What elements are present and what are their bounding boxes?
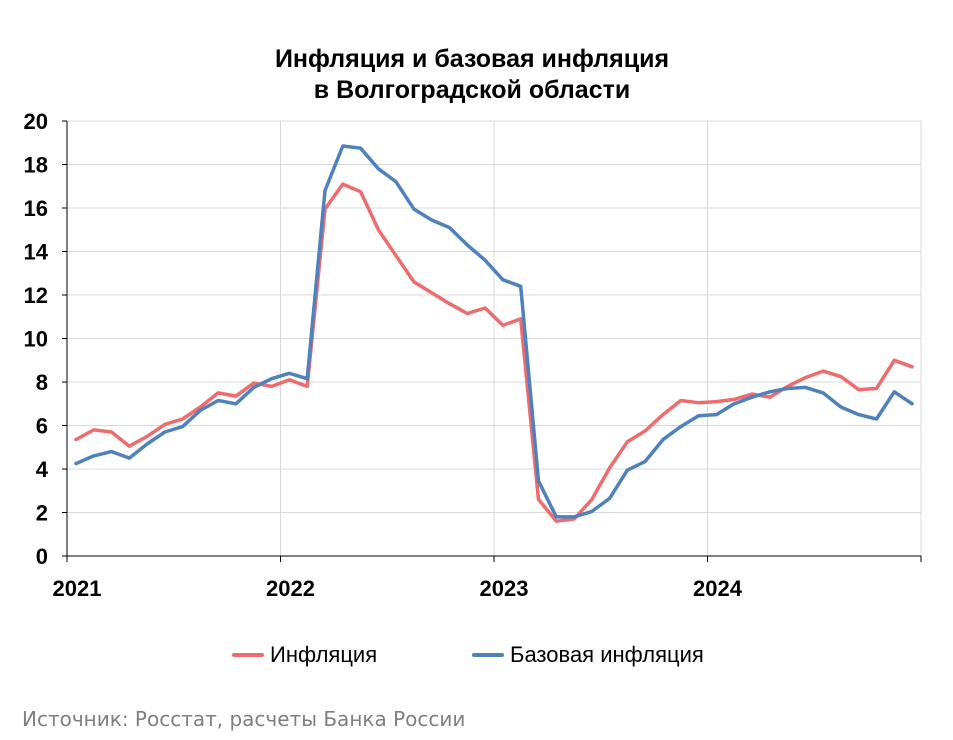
- legend-swatch-inflation: [232, 653, 264, 657]
- x-tick-label: 2021: [53, 576, 102, 601]
- y-tick-label: 2: [36, 501, 48, 526]
- y-tick-label: 4: [36, 457, 49, 482]
- y-tick-label: 10: [24, 327, 48, 352]
- y-tick-label: 14: [24, 240, 49, 265]
- series-lines: [74, 144, 914, 523]
- y-tick-label: 18: [24, 153, 48, 178]
- chart-title-line-1: Инфляция и базовая инфляция: [274, 45, 670, 73]
- series-line-inflation: [74, 182, 914, 523]
- x-tick-label: 2022: [266, 576, 315, 601]
- series-line-inflation-group: [74, 182, 914, 523]
- y-tick-label: 8: [36, 370, 48, 395]
- chart-title: Инфляция и базовая инфляция в Волгоградс…: [0, 44, 944, 106]
- y-tick-label: 0: [36, 544, 48, 569]
- x-tick-label: 2024: [693, 576, 743, 601]
- legend-label-core-inflation: Базовая инфляция: [510, 642, 704, 667]
- series-line-core-inflation-group: [74, 144, 914, 519]
- gridlines: [67, 120, 922, 556]
- legend-swatch-core-inflation: [472, 653, 504, 657]
- x-axis-tick-labels: 2021 2022 2023 2024: [53, 576, 743, 601]
- legend-label-inflation: Инфляция: [270, 642, 378, 667]
- x-tick-label: 2023: [480, 576, 529, 601]
- y-axis-tick-labels: 0 2 4 6 8 10 12 14 16 18 20: [24, 109, 49, 569]
- y-tick-label: 6: [36, 414, 48, 439]
- series-line-core-inflation: [74, 144, 914, 519]
- axes: [62, 120, 922, 562]
- y-tick-label: 16: [24, 196, 48, 221]
- y-tick-label: 12: [24, 283, 48, 308]
- legend-item-core-inflation: Базовая инфляция: [472, 640, 704, 670]
- source-note: Источник: Росстат, расчеты Банка России: [22, 707, 466, 731]
- legend-item-inflation: Инфляция: [232, 640, 377, 670]
- chart-title-line-2: в Волгоградской области: [313, 76, 631, 104]
- y-tick-label: 20: [24, 109, 48, 134]
